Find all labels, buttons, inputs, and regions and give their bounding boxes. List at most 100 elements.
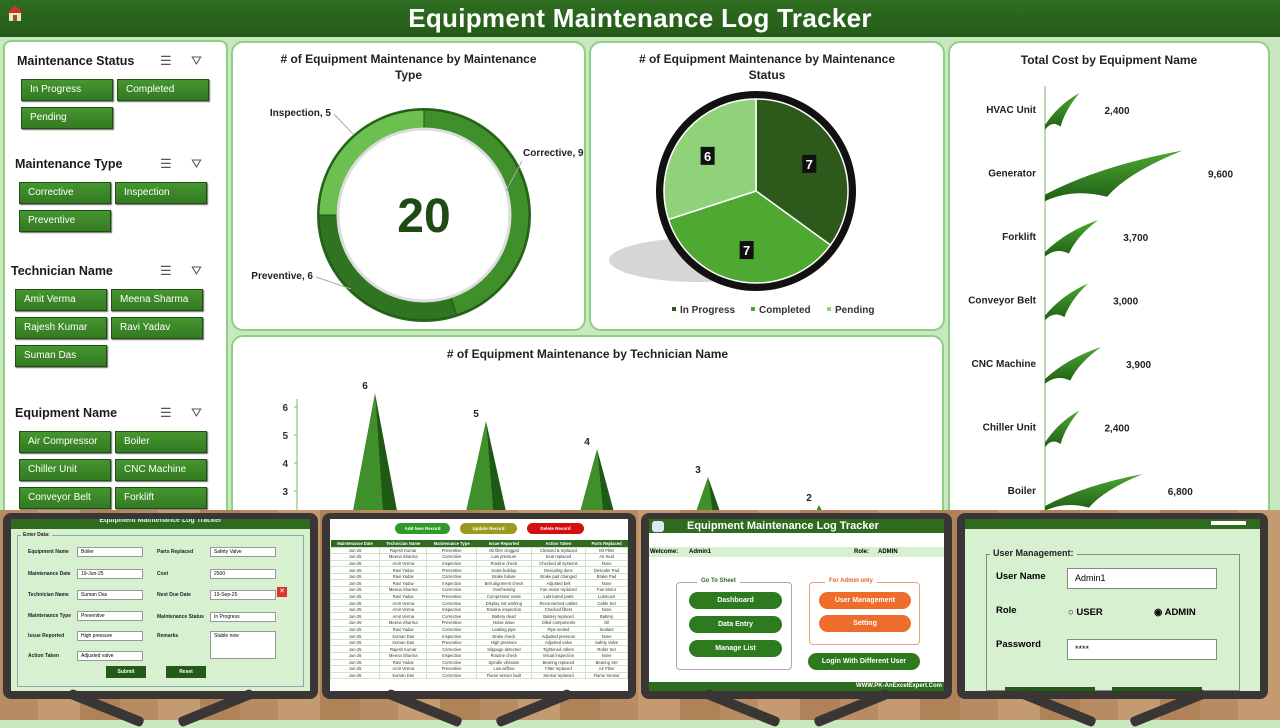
clear-filter-icon[interactable]: ⛛ bbox=[191, 156, 202, 171]
slicer-item[interactable]: CNC Machine bbox=[115, 459, 207, 481]
table-row[interactable]: Jun-25 Ravi Yadav Corrective Brake failure B… bbox=[330, 572, 628, 581]
clear-filter-icon[interactable]: ⛛ bbox=[191, 263, 202, 278]
field-label: Cost bbox=[157, 571, 169, 577]
app-header: Equipment Maintenance Log Tracker bbox=[0, 0, 1280, 37]
multiselect-icon[interactable]: ☰ bbox=[160, 156, 172, 171]
password-input[interactable]: **** bbox=[1067, 639, 1217, 660]
clear-filter-icon[interactable]: ⛛ bbox=[191, 405, 202, 420]
table-row[interactable]: Jun-25 Suman Das Corrective Flame sensor fa… bbox=[330, 671, 628, 680]
slicer-item[interactable]: Preventive bbox=[19, 210, 111, 232]
data-label: 5 bbox=[473, 409, 479, 420]
slicer-item[interactable]: Ravi Yadav bbox=[111, 317, 203, 339]
chart-title: Total Cost by Equipment Name bbox=[1020, 53, 1198, 67]
submit-button[interactable]: Submit bbox=[106, 666, 146, 678]
login-different-user-button[interactable]: Login With Different User bbox=[808, 653, 920, 670]
table-row[interactable]: Jun-25 Ravi Yadav Inspection Belt alignment… bbox=[330, 579, 628, 588]
field-input[interactable]: Suman Das bbox=[77, 590, 143, 600]
table-row[interactable]: Jun-25 Amit Verma Inspection Routine inspec… bbox=[330, 605, 628, 614]
table-cell: Jun-25 bbox=[330, 619, 381, 627]
slicer-item[interactable]: Completed bbox=[117, 79, 209, 101]
pie-slice bbox=[667, 190, 832, 284]
slicer-item[interactable]: Boiler bbox=[115, 431, 207, 453]
table-row[interactable]: Jun-25 Rajesh Kumar Preventive Oil filter c… bbox=[330, 546, 628, 555]
username-input[interactable]: Admin1 bbox=[1067, 568, 1217, 589]
field-input[interactable]: High pressure bbox=[77, 631, 143, 641]
field-input[interactable]: Safety Valve bbox=[210, 547, 276, 557]
clear-filter-icon[interactable]: ⛛ bbox=[191, 53, 202, 68]
role-user-radio[interactable]: ○ USER bbox=[1068, 607, 1103, 618]
slicer-item[interactable]: Air Compressor bbox=[19, 431, 111, 453]
field-input[interactable]: Boiler bbox=[77, 547, 143, 557]
slicer-item[interactable]: Pending bbox=[21, 107, 113, 129]
field-input[interactable]: Preventive bbox=[77, 611, 143, 621]
manage-list-button[interactable]: Manage List bbox=[689, 640, 782, 657]
table-row[interactable]: Jun-25 Rajesh Kumar Corrective Slippage det… bbox=[330, 645, 628, 653]
slicer-item[interactable]: Corrective bbox=[19, 182, 111, 204]
pyramid-bar-shade bbox=[819, 505, 822, 511]
table-cell: Routine check bbox=[476, 559, 532, 568]
table-row[interactable]: Jun-25 Meena Sharma Preventive Noise issue O… bbox=[330, 619, 628, 627]
table-row[interactable]: Jun-25 Ravi Yadav Corrective Leaking pipe Pi… bbox=[330, 625, 628, 634]
field-input[interactable]: In Progress bbox=[210, 612, 276, 622]
table-cell: Amit Verma bbox=[379, 665, 428, 673]
table-row[interactable]: Jun-25 Suman Das Preventive High pressure Ad… bbox=[330, 638, 628, 647]
footer-link[interactable]: WWW.PK-AnExcelExpert.Com bbox=[649, 682, 944, 691]
table-row[interactable]: Jun-25 Ravi Yadav Corrective Spindle vibrat… bbox=[330, 658, 628, 667]
pyramid-bar bbox=[352, 393, 383, 511]
table-row[interactable]: Jun-25 Suman Das Inspection Brake check Adju… bbox=[330, 632, 628, 640]
table-cell: Descaling done bbox=[530, 566, 587, 574]
update-record-button[interactable]: Update Record bbox=[460, 523, 517, 534]
slicer-item[interactable]: Chiller Unit bbox=[19, 459, 111, 481]
table-cell: Corrective bbox=[426, 599, 478, 607]
role-admin-radio[interactable]: ◉ ADMIN bbox=[1154, 607, 1196, 618]
clear-date-icon[interactable]: ✕ bbox=[277, 587, 287, 597]
table-row[interactable]: Jun-25 Meena Sharma Corrective Low pressure… bbox=[330, 553, 628, 561]
data-label: 3,900 bbox=[1126, 360, 1151, 371]
y-tick-label: 5 bbox=[282, 431, 288, 442]
table-row[interactable]: Jun-25 Meena Sharma Inspection Routine chec… bbox=[330, 652, 628, 660]
slicer-item[interactable]: In Progress bbox=[21, 79, 113, 101]
slicer-item[interactable]: Conveyor Belt bbox=[19, 487, 111, 509]
data-entry-button[interactable]: Data Entry bbox=[689, 616, 782, 633]
multiselect-icon[interactable]: ☰ bbox=[160, 405, 172, 420]
add-record-button[interactable]: Add New Record bbox=[395, 523, 450, 534]
user-management-button[interactable]: User Management bbox=[819, 592, 911, 609]
field-input[interactable]: 19-Sep-25 bbox=[210, 590, 276, 600]
cancel-user-button[interactable] bbox=[1112, 687, 1202, 691]
slicer-item[interactable]: Rajesh Kumar bbox=[15, 317, 107, 339]
legend-swatch bbox=[672, 307, 676, 311]
reset-button[interactable]: Reset bbox=[166, 666, 206, 678]
cost-bar bbox=[1045, 93, 1080, 130]
table-cell: Low pressure bbox=[476, 553, 532, 561]
table-row[interactable]: Jun-25 Meena Sharma Corrective Overheating F… bbox=[330, 586, 628, 594]
table-cell: Jun-25 bbox=[330, 665, 381, 673]
field-input[interactable]: 19-Jun-25 bbox=[77, 569, 143, 579]
slicer-item[interactable]: Inspection bbox=[115, 182, 207, 204]
table-row[interactable]: Jun-25 Amit Verma Preventive Low airflow Fil… bbox=[330, 665, 628, 673]
table-row[interactable]: Jun-25 Amit Verma Corrective Battery dead Ba… bbox=[330, 612, 628, 621]
slicer-item[interactable]: Meena Sharma bbox=[111, 289, 203, 311]
table-row[interactable]: Jun-25 Ravi Yadav Preventive Compressor noi… bbox=[330, 592, 628, 601]
data-label: Inspection, 5 bbox=[270, 108, 332, 119]
field-input[interactable]: Stable now bbox=[210, 631, 276, 659]
field-label: Parts Replaced bbox=[157, 549, 194, 555]
table-cell: None bbox=[585, 652, 628, 660]
multiselect-icon[interactable]: ☰ bbox=[160, 53, 172, 68]
dashboard-button[interactable]: Dashboard bbox=[689, 592, 782, 609]
admin-label: For Admin only bbox=[825, 578, 877, 584]
home-icon[interactable] bbox=[5, 3, 25, 23]
table-row[interactable]: Jun-25 Ravi Yadav Preventive Scale buildup D… bbox=[330, 566, 628, 574]
slicer-item[interactable]: Suman Das bbox=[15, 345, 107, 367]
slicer-item[interactable]: Forklift bbox=[115, 487, 207, 509]
delete-record-button[interactable]: Delete Record bbox=[527, 523, 584, 534]
setting-button[interactable]: Setting bbox=[819, 615, 911, 632]
field-input[interactable]: 2500 bbox=[210, 569, 276, 579]
save-user-button[interactable] bbox=[1005, 687, 1095, 691]
table-row[interactable]: Jun-25 Amit Verma Inspection Routine check C… bbox=[330, 559, 628, 568]
field-label: Remarks bbox=[157, 633, 179, 639]
multiselect-icon[interactable]: ☰ bbox=[160, 263, 172, 278]
slicer-item[interactable]: Amit Verma bbox=[15, 289, 107, 311]
table-cell: Ravi Yadav bbox=[379, 658, 428, 667]
field-input[interactable]: Adjusted valve bbox=[77, 651, 143, 661]
table-row[interactable]: Jun-25 Amit Verma Corrective Display not wo… bbox=[330, 599, 628, 607]
